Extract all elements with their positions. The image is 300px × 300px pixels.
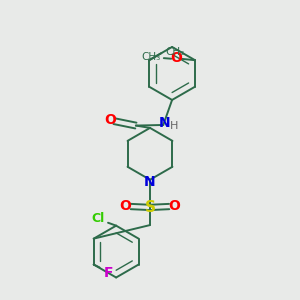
Text: O: O bbox=[170, 51, 182, 65]
Text: CH₃: CH₃ bbox=[166, 47, 185, 57]
Text: F: F bbox=[104, 266, 113, 280]
Text: Cl: Cl bbox=[92, 212, 105, 225]
Text: N: N bbox=[159, 116, 170, 130]
Text: CH₃: CH₃ bbox=[142, 52, 161, 62]
Text: H: H bbox=[170, 121, 178, 130]
Text: O: O bbox=[105, 113, 116, 127]
Text: S: S bbox=[145, 200, 155, 215]
Text: O: O bbox=[120, 199, 131, 213]
Text: O: O bbox=[169, 199, 180, 213]
Text: N: N bbox=[144, 175, 156, 189]
